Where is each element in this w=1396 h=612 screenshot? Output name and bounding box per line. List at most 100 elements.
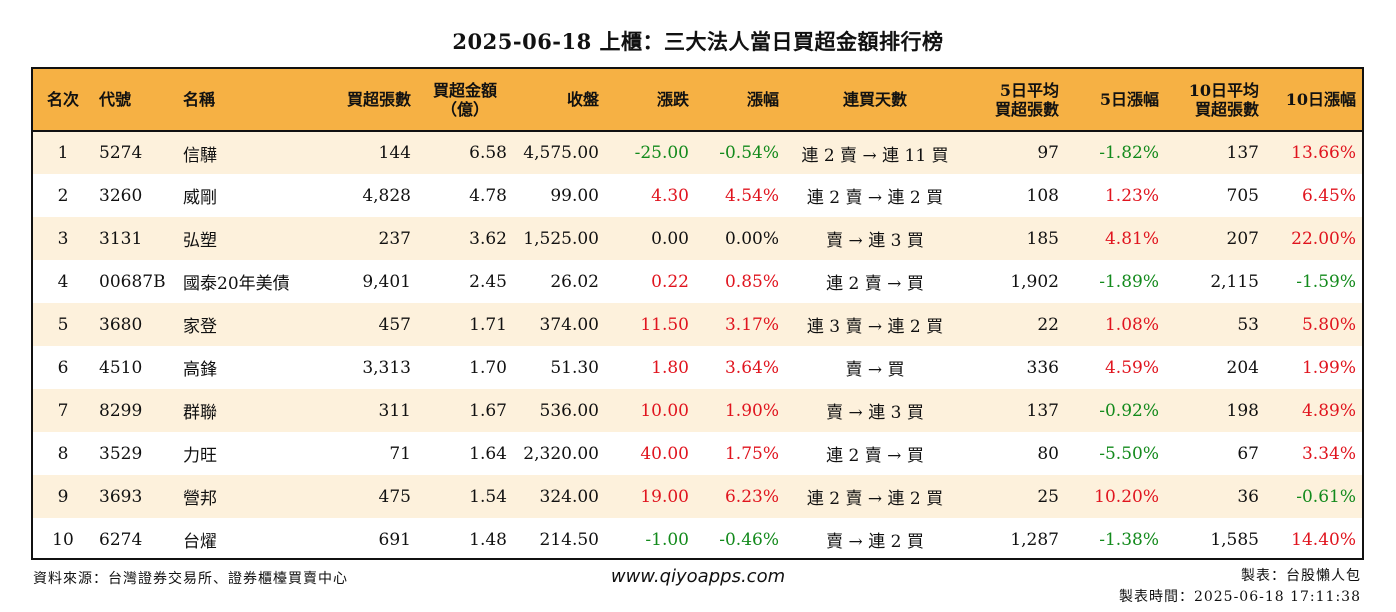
cell-name: 力旺 (183, 446, 217, 466)
header-buy-amount: 買超金額 （億） (417, 69, 513, 132)
cell-rank: 6 (57, 357, 69, 378)
cell-streak: 連 2 賣 → 買 (826, 446, 924, 466)
cell-streak: 連 2 賣 → 連 11 買 (801, 145, 949, 166)
cell-avg10: 53 (1237, 314, 1259, 335)
cell-avg10: 2,115 (1210, 271, 1259, 292)
header-name: 名稱 (177, 69, 315, 132)
timestamp-label: 製表時間：2025-06-18 17:11:38 (1118, 589, 1361, 605)
cell-close: 214.50 (539, 529, 599, 550)
cell-avg10: 198 (1226, 400, 1259, 421)
cell-buy-lots: 144 (378, 143, 411, 163)
cell-change: -1.00 (645, 529, 689, 550)
cell-name: 高鋒 (183, 360, 217, 380)
cell-change: 0.00 (651, 228, 689, 249)
cell-close: 26.02 (550, 271, 599, 292)
cell-change-pct: 0.85% (724, 271, 779, 292)
cell-name: 國泰20年美債 (183, 274, 290, 294)
cell-pct10: 22.00% (1291, 228, 1356, 249)
footer-credits: 製表：台股懶人包 製表時間：2025-06-18 17:11:38 (1119, 566, 1361, 608)
cell-pct10: 5.80% (1301, 314, 1356, 335)
cell-change-pct: 6.23% (724, 486, 779, 507)
table-row: 9 3693 營邦 475 1.54 324.00 19.00 6.23% 連 2 賣 → 連 … (33, 475, 1362, 518)
header-streak: 連買天數 (785, 69, 965, 132)
cell-name: 家登 (183, 317, 217, 337)
cell-code: 3693 (99, 486, 143, 507)
cell-buy-lots: 475 (378, 486, 411, 507)
header-avg10: 10日平均 買超張數 (1165, 69, 1265, 132)
cell-change-pct: 1.75% (724, 443, 779, 464)
cell-buy-amount: 3.62 (469, 228, 507, 249)
cell-pct5: 4.59% (1104, 357, 1159, 378)
cell-pct5: -0.92% (1099, 400, 1159, 421)
cell-pct10: -1.59% (1296, 271, 1356, 292)
cell-streak: 連 2 賣 → 連 2 買 (806, 489, 944, 509)
header-avg10-line2: 買超張數 (1194, 99, 1259, 119)
cell-rank: 3 (57, 228, 69, 249)
cell-streak: 賣 → 連 3 買 (826, 403, 924, 423)
cell-avg5: 336 (1026, 357, 1059, 378)
header-buy-amount-line1: 買超金額 (432, 80, 497, 100)
table-header-row: 名次 代號 名稱 買超張數 買超金額 （億） 收盤 漲跌 漲幅 連買天數 5日平… (33, 69, 1362, 132)
cell-code: 6274 (99, 529, 143, 550)
website-link[interactable]: www.qiyoapps.com (610, 566, 786, 587)
cell-rank: 4 (57, 271, 69, 292)
cell-change: 40.00 (640, 443, 689, 464)
header-change-pct: 漲幅 (695, 69, 785, 132)
table-row: 10 6274 台燿 691 1.48 214.50 -1.00 -0.46% 賣 → 連 2 … (33, 518, 1362, 558)
cell-code: 3131 (99, 228, 143, 249)
cell-close: 51.30 (550, 357, 599, 378)
cell-name: 信驊 (183, 145, 217, 166)
cell-buy-amount: 1.70 (469, 357, 507, 378)
cell-avg5: 137 (1026, 400, 1059, 421)
cell-rank: 2 (57, 185, 69, 206)
cell-change-pct: 3.64% (724, 357, 779, 378)
cell-buy-lots: 311 (378, 400, 411, 421)
cell-pct10: 4.89% (1301, 400, 1356, 421)
cell-avg10: 207 (1226, 228, 1259, 249)
cell-buy-amount: 1.67 (469, 400, 507, 421)
cell-pct5: 10.20% (1094, 486, 1159, 507)
cell-close: 1,525.00 (523, 228, 599, 249)
cell-pct5: 4.81% (1104, 228, 1159, 249)
cell-change: 1.80 (651, 357, 689, 378)
cell-avg5: 108 (1026, 185, 1059, 206)
header-avg5-line1: 5日平均 (999, 80, 1059, 100)
cell-avg5: 1,287 (1010, 529, 1059, 550)
ranking-table-container: 名次 代號 名稱 買超張數 買超金額 （億） 收盤 漲跌 漲幅 連買天數 5日平… (31, 67, 1364, 560)
page-title: 2025-06-18 上櫃：三大法人當日買超金額排行榜 (452, 29, 944, 54)
header-avg5: 5日平均 買超張數 (965, 69, 1065, 132)
cell-avg10: 67 (1237, 443, 1259, 464)
cell-change-pct: 1.90% (724, 400, 779, 421)
cell-avg5: 22 (1037, 314, 1059, 335)
cell-change: 0.22 (651, 271, 689, 292)
cell-change-pct: -0.54% (719, 143, 779, 163)
cell-avg10: 36 (1237, 486, 1259, 507)
cell-rank: 8 (57, 443, 69, 464)
cell-code: 3680 (99, 314, 143, 335)
cell-avg5: 25 (1037, 486, 1059, 507)
cell-rank: 9 (57, 486, 69, 507)
cell-streak: 賣 → 買 (845, 360, 905, 380)
cell-buy-lots: 71 (389, 443, 411, 464)
cell-change-pct: 0.00% (724, 228, 779, 249)
cell-code: 3260 (99, 185, 143, 206)
cell-name: 營邦 (183, 489, 217, 509)
cell-rank: 1 (57, 143, 69, 163)
cell-buy-lots: 3,313 (362, 357, 411, 378)
cell-pct10: 14.40% (1291, 529, 1356, 550)
cell-buy-amount: 4.78 (469, 185, 507, 206)
cell-buy-amount: 1.71 (469, 314, 507, 335)
cell-streak: 賣 → 連 2 買 (826, 532, 924, 552)
cell-buy-lots: 237 (378, 228, 411, 249)
cell-pct5: -1.38% (1099, 529, 1159, 550)
cell-avg10: 1,585 (1210, 529, 1259, 550)
header-rank: 名次 (33, 69, 93, 132)
cell-name: 台燿 (183, 532, 217, 552)
cell-code: 8299 (99, 400, 143, 421)
cell-close: 536.00 (539, 400, 599, 421)
header-avg5-line2: 買超張數 (994, 99, 1059, 119)
cell-code: 00687B (99, 271, 166, 292)
cell-close: 4,575.00 (523, 143, 599, 163)
cell-avg5: 185 (1026, 228, 1059, 249)
cell-code: 3529 (99, 443, 143, 464)
